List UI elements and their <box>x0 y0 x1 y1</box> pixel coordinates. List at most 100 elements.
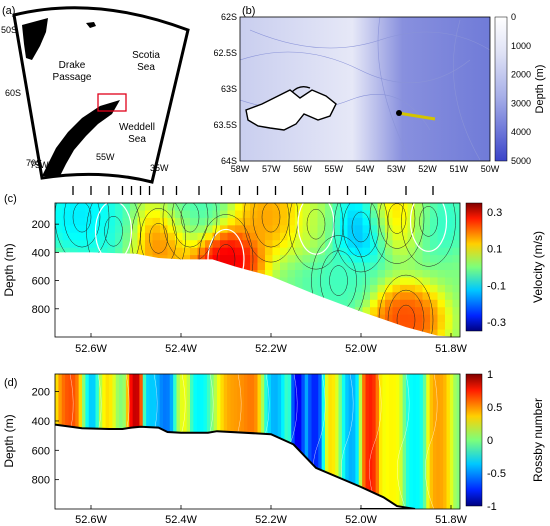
velocity-cell <box>400 292 409 301</box>
panel-c-ylabel: Depth (m) <box>2 243 16 296</box>
antarctic-peninsula <box>42 100 120 176</box>
velocity-cell <box>92 225 101 234</box>
velocity-cell <box>430 217 439 226</box>
velocity-cell <box>400 232 409 241</box>
velocity-contour <box>252 203 290 248</box>
panel-c-xtick-label: 52.2W <box>255 343 287 355</box>
velocity-cell <box>437 232 446 241</box>
velocity-cell <box>385 203 394 212</box>
velocity-cell <box>437 225 446 234</box>
velocity-cell <box>370 232 379 241</box>
velocity-cell <box>302 210 311 219</box>
rossby-column <box>375 374 380 509</box>
rossby-column <box>433 374 437 509</box>
velocity-colorbar-label: Velocity (m/s) <box>531 231 545 303</box>
velocity-cell <box>280 217 289 226</box>
velocity-cell <box>310 225 319 234</box>
velocity-cell <box>355 203 364 212</box>
velocity-cell <box>445 225 454 234</box>
velocity-contour <box>261 203 281 233</box>
velocity-cell <box>167 240 176 249</box>
velocity-cell <box>392 299 401 308</box>
velocity-cell <box>152 210 161 219</box>
velocity-cell <box>55 232 64 241</box>
velocity-cell <box>370 307 379 316</box>
velocity-cell <box>295 225 304 234</box>
velocity-cell <box>265 217 274 226</box>
velocity-cell <box>422 203 431 212</box>
panel-d-label: (d) <box>4 377 17 389</box>
panel-c-xtick-label: 52.4W <box>165 343 197 355</box>
velocity-cell <box>370 247 379 256</box>
velocity-cell <box>340 225 349 234</box>
velocity-cell <box>385 232 394 241</box>
velocity-cell <box>100 210 109 219</box>
velocity-cell <box>55 247 64 256</box>
rossby-colorbar-ticks: 1 0.5 0 -0.5 -1 <box>487 369 506 513</box>
rossby-column <box>453 374 458 509</box>
velocity-cell <box>407 292 416 301</box>
velocity-cell <box>302 270 311 279</box>
velocity-cell <box>362 203 371 212</box>
velocity-cell <box>437 255 446 264</box>
velocity-cell <box>197 247 206 256</box>
panel-d-xticks: 52.6W 52.4W 52.2W 52.0W 51.8W <box>75 514 467 526</box>
velocity-cell <box>130 203 139 212</box>
velocity-cell <box>272 217 281 226</box>
velocity-cell <box>167 232 176 241</box>
velocity-cell <box>437 217 446 226</box>
rossby-column <box>318 374 323 509</box>
velocity-cell <box>220 232 229 241</box>
velocity-cell <box>122 240 131 249</box>
velocity-cell <box>415 247 424 256</box>
panel-c-ytick-label: 800 <box>32 304 50 316</box>
velocity-cell <box>197 210 206 219</box>
velocity-cell <box>190 210 199 219</box>
velocity-cell <box>152 217 161 226</box>
velocity-cell <box>265 270 274 279</box>
velocity-cell <box>325 255 334 264</box>
rossby-column <box>402 374 407 509</box>
velocity-cell <box>85 203 94 212</box>
velocity-cell <box>452 314 460 323</box>
velocity-cell <box>415 284 424 293</box>
velocity-cell <box>287 270 296 279</box>
velocity-contour <box>387 203 407 234</box>
rossby-column <box>456 374 460 509</box>
velocity-cell <box>227 240 236 249</box>
velocity-cell <box>250 262 259 271</box>
velocity-cell <box>407 210 416 219</box>
velocity-cell <box>70 232 79 241</box>
velocity-cell <box>392 314 401 323</box>
velocity-cell <box>415 270 424 279</box>
velocity-cell <box>377 262 386 271</box>
velocity-cell <box>347 292 356 301</box>
velocity-contour <box>387 289 425 337</box>
velocity-cell <box>445 240 454 249</box>
rossby-colorbar-tick: -1 <box>487 501 497 513</box>
panel-b-ocean <box>240 17 490 161</box>
velocity-cell <box>355 270 364 279</box>
depth-colorbar-tick: 1000 <box>511 41 531 51</box>
velocity-cell <box>302 277 311 286</box>
velocity-cell <box>250 255 259 264</box>
velocity-cell <box>265 262 274 271</box>
velocity-cell <box>362 247 371 256</box>
velocity-cell <box>422 314 431 323</box>
velocity-cell <box>242 255 251 264</box>
rossby-column <box>345 374 350 509</box>
rossby-column <box>348 374 353 509</box>
velocity-cell <box>175 232 184 241</box>
velocity-cell <box>205 217 214 226</box>
velocity-cell <box>422 255 431 264</box>
velocity-cell <box>355 255 364 264</box>
velocity-cell <box>167 210 176 219</box>
velocity-cell <box>310 240 319 249</box>
velocity-cell <box>107 225 116 234</box>
velocity-cell <box>452 217 460 226</box>
velocity-cell <box>280 232 289 241</box>
velocity-cell <box>332 217 341 226</box>
rossby-column <box>287 374 292 509</box>
velocity-cell <box>107 247 116 256</box>
velocity-cell <box>175 247 184 256</box>
